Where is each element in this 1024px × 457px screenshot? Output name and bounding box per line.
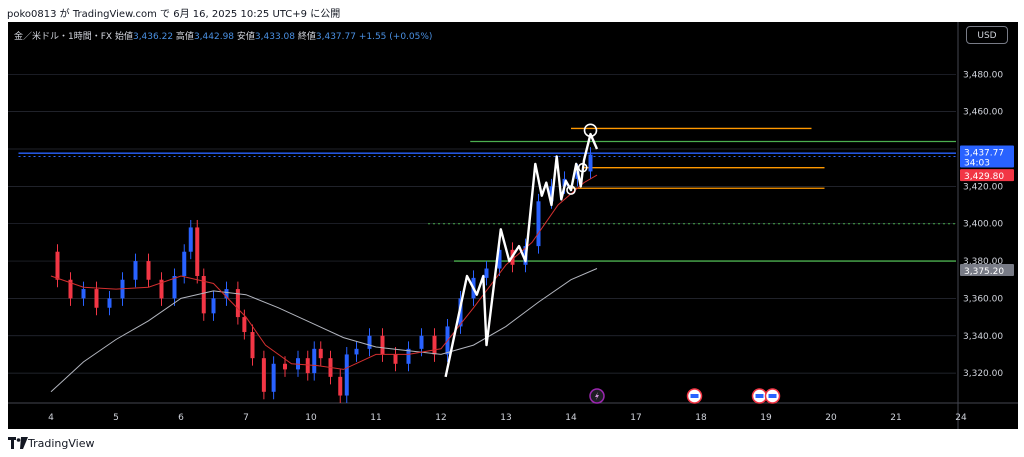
candle-body [172,276,177,299]
marker-circle [577,162,588,173]
candle-body [419,335,424,349]
currency-button[interactable]: USD [966,26,1008,44]
candle-body [250,332,255,359]
candle-body [224,289,229,299]
candle-body [338,376,343,396]
candle-body [182,251,187,276]
marker-circle [583,123,598,138]
candle-body [261,358,266,392]
ohlc-legend: 金／米ドル・1時間・FX 始値3,436.22 高値3,442.98 安値3,4… [14,29,432,42]
x-tick-label: 20 [825,413,837,423]
candle-body [211,298,216,314]
candle-body [367,335,372,349]
candle-body [484,268,489,278]
open-value: 3,436.22 [132,32,174,42]
price-axis-badge-text: 3,429.80 [964,172,1004,182]
x-tick-label: 12 [435,413,446,423]
x-tick-label: 4 [48,413,54,423]
candle-body [271,363,276,392]
change-value: +1.55 (+0.05%) [358,32,433,42]
candle-body [497,249,502,269]
candle-body [68,279,73,299]
candle-body [242,317,247,333]
x-tick-label: 13 [500,413,511,423]
zigzag-line [444,132,599,378]
x-tick-label: 17 [630,413,641,423]
candle-body [201,276,206,314]
y-tick-label: 3,480.00 [963,70,1003,80]
y-tick-label: 3,340.00 [963,332,1003,342]
candle-body [235,289,240,318]
low-label: 安値 [236,32,255,42]
attribution-bar: poko0813 が TradingView.com で 6月 16, 2025… [0,0,1024,22]
price-axis-badge-timer: 34:03 [964,158,990,168]
candle-body [81,289,86,299]
y-tick-label: 3,320.00 [963,369,1003,379]
event-flag-glyph [690,394,699,398]
candle-body [312,348,317,374]
candle-body [107,298,112,308]
x-tick-label: 21 [890,413,901,423]
price-axis-badge [960,264,1014,277]
candle-body [393,354,398,364]
high-label: 高値 [175,32,194,42]
y-tick-label: 3,400.00 [963,220,1003,230]
price-axis-badge [960,169,1014,182]
y-tick-label: 3,460.00 [963,108,1003,118]
close-label: 終値 [297,32,316,42]
event-flag-glyph [755,394,764,398]
candle-body [432,335,437,355]
price-axis-badge [960,145,1014,168]
y-tick-label: 3,380.00 [963,257,1003,267]
event-flag-glyph [768,394,777,398]
y-tick-label: 3,360.00 [963,294,1003,304]
candle-body [588,154,593,172]
candle-body [380,335,385,355]
attribution-text: poko0813 が TradingView.com で 6月 16, 2025… [7,9,341,20]
x-tick-label: 19 [760,413,772,423]
moving-average-slow [50,268,598,393]
footer-brand: TradingView [28,437,95,450]
chart-panel[interactable]: 3,480.003,460.003,440.003,420.003,400.00… [8,22,1018,429]
candle-body [283,363,287,370]
x-tick-label: 11 [370,413,381,423]
candle-body [94,289,99,308]
x-tick-label: 6 [178,413,184,423]
open-label: 始値 [114,32,133,42]
candle-body [55,251,60,280]
candle-body [305,358,310,374]
x-tick-label: 5 [113,413,119,423]
candle-body [159,279,164,299]
candle-body [195,227,200,276]
event-bolt-glyph [595,392,599,400]
moving-average-fast [50,174,598,370]
candle-body [318,348,323,359]
price-chart[interactable]: 3,480.003,460.003,440.003,420.003,400.00… [8,22,1018,429]
candle-body [188,227,193,252]
low-value: 3,433.08 [254,32,295,42]
symbol-label: 金／米ドル・1時間・FX [14,32,113,42]
candle-body [536,201,541,247]
x-tick-label: 24 [955,413,967,423]
x-tick-label: 10 [305,413,317,423]
price-axis-badge-text: 3,437.77 [964,148,1004,158]
candle-body [354,348,359,355]
close-value: 3,437.77 [315,32,356,42]
x-tick-label: 7 [243,413,249,423]
high-value: 3,442.98 [193,32,235,42]
y-tick-label: 3,420.00 [963,182,1003,192]
candle-body [146,261,151,280]
marker-circle [566,185,576,195]
x-tick-label: 14 [565,413,577,423]
candle-body [133,261,138,280]
x-tick-label: 18 [695,413,707,423]
price-axis-badge-text: 3,375.20 [964,267,1004,277]
candle-body [406,348,411,364]
footer: TradingView [0,429,1024,457]
tradingview-logo-icon [8,437,28,449]
candle-body [344,354,349,396]
